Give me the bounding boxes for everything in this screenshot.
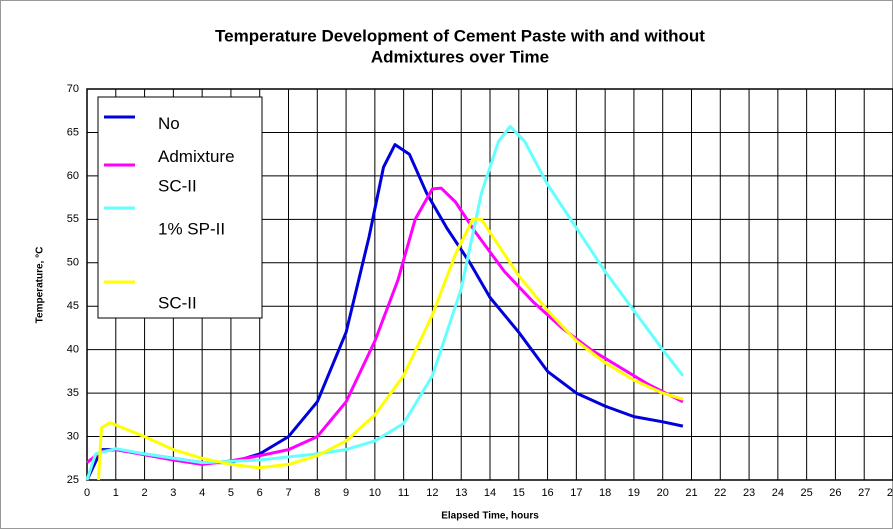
x-tick-label: 10 (369, 487, 381, 499)
y-tick-label: 40 (67, 344, 79, 356)
x-tick-label: 22 (714, 487, 726, 499)
y-tick-label: 60 (67, 170, 79, 182)
legend-label: SC-II (158, 293, 197, 312)
x-tick-label: 3 (170, 487, 176, 499)
x-tick-label: 1 (113, 487, 119, 499)
y-axis-label: Temperature, °C (35, 247, 46, 324)
x-tick-label: 7 (285, 487, 291, 499)
y-tick-label: 50 (67, 257, 79, 269)
x-tick-label: 20 (657, 487, 669, 499)
y-tick-label: 65 (67, 126, 79, 138)
y-tick-label: 70 (67, 83, 79, 95)
y-tick-label: 55 (67, 213, 79, 225)
x-tick-label: 0 (84, 487, 90, 499)
x-tick-label: 21 (685, 487, 697, 499)
x-tick-label: 9 (343, 487, 349, 499)
series-line (97, 217, 684, 481)
x-tick-label: 12 (426, 487, 438, 499)
x-tick-label: 11 (398, 487, 409, 499)
legend-label: SC-II (158, 176, 197, 195)
x-tick-label: 26 (829, 487, 841, 499)
x-tick-label: 5 (228, 487, 234, 499)
x-axis-label: Elapsed Time, hours (441, 511, 539, 522)
x-tick-label: 28 (887, 487, 893, 499)
y-tick-label: 30 (67, 430, 79, 442)
x-tick-label: 2 (142, 487, 148, 499)
x-tick-label: 13 (455, 487, 467, 499)
x-tick-label: 14 (484, 487, 496, 499)
x-tick-label: 6 (257, 487, 263, 499)
x-tick-label: 23 (743, 487, 755, 499)
x-tick-label: 16 (541, 487, 553, 499)
x-tick-label: 25 (801, 487, 813, 499)
chart-title: Admixtures over Time (371, 47, 549, 66)
x-tick-label: 19 (628, 487, 640, 499)
x-tick-label: 8 (314, 487, 320, 499)
series-line (85, 124, 685, 481)
y-tick-label: 25 (67, 474, 79, 486)
x-tick-label: 18 (599, 487, 611, 499)
chart-title: Temperature Development of Cement Paste … (215, 26, 705, 45)
x-tick-label: 27 (858, 487, 870, 499)
x-tick-label: 4 (199, 487, 205, 499)
y-tick-label: 35 (67, 387, 79, 399)
x-tick-label: 15 (513, 487, 525, 499)
legend-label: No Admixture (158, 114, 235, 166)
y-tick-label: 45 (67, 300, 79, 312)
plot-frame (86, 88, 893, 481)
legend-label: 1% SP-II (158, 219, 225, 238)
x-tick-label: 17 (570, 487, 582, 499)
x-tick-label: 24 (772, 487, 784, 499)
